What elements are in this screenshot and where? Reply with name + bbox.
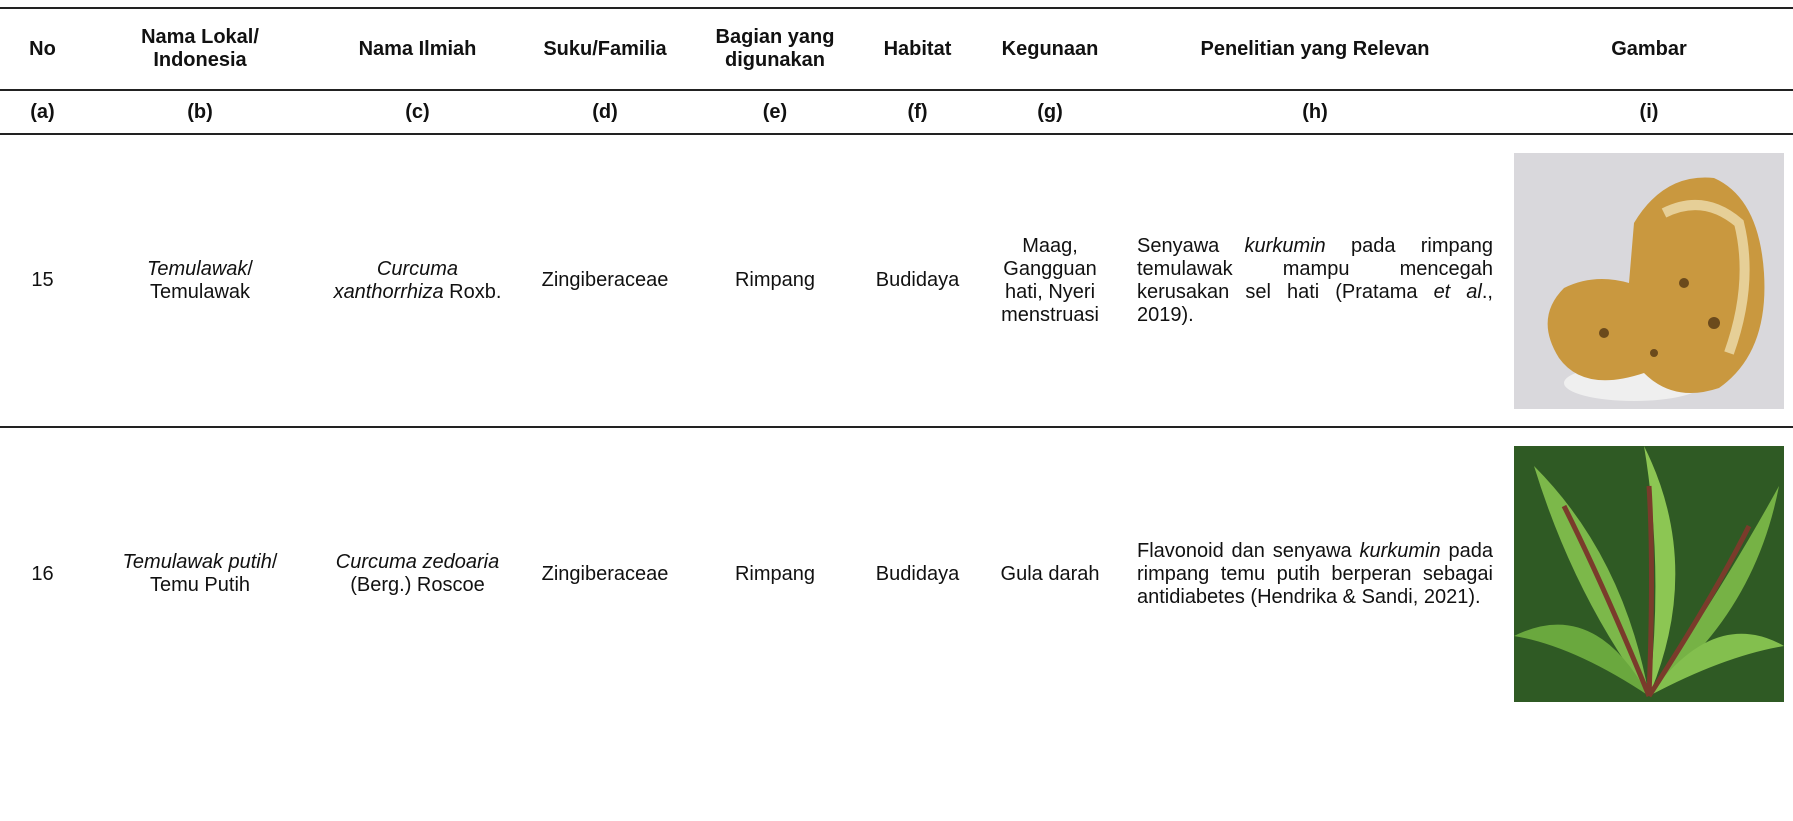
leaf (1534, 466, 1649, 696)
table-cell: Rimpang (690, 134, 860, 427)
cell-text: pada rimpang temulawak mampu mencegah ke… (1137, 234, 1493, 303)
table-cell: Budidaya (860, 134, 975, 427)
label-row: (a) (b) (c) (d) (e) (f) (g) (h) (i) (0, 90, 1793, 135)
cell-text: / Temu Putih (149, 551, 278, 596)
column-label: (a) (0, 90, 85, 135)
cell-text: pada rimpang temu putih berperan sebagai… (1137, 539, 1493, 608)
table-cell: 15 (0, 134, 85, 427)
cell-text: Rimpang (734, 269, 816, 291)
column-header: Nama Lokal/ Indonesia (85, 7, 315, 91)
cell-text-italic: Temulawak putih (122, 551, 272, 573)
spot (1650, 348, 1658, 357)
table-cell: Temulawak putih/ Temu Putih (85, 427, 315, 720)
table-cell: 16 (0, 427, 85, 720)
image-cell (1505, 427, 1793, 720)
table-row: 16 Temulawak putih/ Temu Putih Curcuma zed… (0, 427, 1793, 720)
temu-putih-photo (1514, 446, 1784, 702)
cell-text: / Temulawak (149, 257, 253, 303)
cell-text: 16 (31, 562, 54, 585)
rhizome-highlight (1661, 199, 1750, 355)
column-label: (f) (860, 90, 975, 135)
column-label: (d) (520, 90, 690, 135)
cell-text: Zingiberaceae (541, 562, 669, 585)
spot (1679, 277, 1689, 288)
table-cell: Zingiberaceae (520, 427, 690, 720)
image-cell (1505, 134, 1793, 427)
table-cell: Gula darah (975, 427, 1125, 720)
cell-text: (Berg.) Roscoe (350, 574, 485, 596)
header-row: No Nama Lokal/ Indonesia Nama Ilmiah Suku/F… (0, 7, 1793, 91)
column-label: (g) (975, 90, 1125, 135)
column-header: Bagian yang digunakan (690, 7, 860, 91)
column-header: Penelitian yang Relevan (1125, 7, 1505, 91)
cell-text: Flavonoid dan senyawa (1137, 539, 1360, 562)
leaf (1644, 446, 1676, 696)
cell-text-italic: Curcuma zedoaria (335, 551, 500, 573)
temulawak-photo (1514, 152, 1784, 409)
table-cell: Flavonoid dan senyawa kurkumin pada rimp… (1125, 427, 1505, 720)
cell-text: 15 (31, 269, 54, 291)
spot (1708, 316, 1720, 329)
plant-table: No Nama Lokal/ Indonesia Nama Ilmiah Suku/F… (0, 7, 1793, 720)
column-header: No (0, 7, 85, 91)
cell-text: Zingiberaceae (541, 269, 669, 291)
cell-text: Roxb. (443, 280, 502, 303)
table-cell: Curcuma xanthorrhiza Roxb. (315, 134, 520, 427)
cell-text: Budidaya (875, 269, 960, 291)
cell-text: Budidaya (875, 562, 960, 585)
table-cell: Rimpang (690, 427, 860, 720)
column-label: (c) (315, 90, 520, 135)
column-header: Habitat (860, 7, 975, 91)
column-label: (h) (1125, 90, 1505, 135)
body: No Nama Lokal/ Indonesia Nama Ilmiah Suku/F… (0, 7, 1793, 821)
column-header: Nama Ilmiah (315, 7, 520, 91)
table-body: 15 Temulawak/ Temulawak Curcuma xanthorrhi… (0, 134, 1793, 720)
table-head: No Nama Lokal/ Indonesia Nama Ilmiah Suku/F… (0, 7, 1793, 135)
leaf-vein (1561, 485, 1752, 698)
column-label: (i) (1505, 90, 1793, 135)
leaf (1514, 624, 1649, 696)
cell-text-italic: Curcuma xanthorrhiza (333, 257, 459, 303)
table-row: 15 Temulawak/ Temulawak Curcuma xanthorrhi… (0, 134, 1793, 427)
cell-text: Rimpang (734, 562, 816, 585)
cell-text-italic: kurkumin (1359, 539, 1441, 562)
spot (1599, 327, 1609, 338)
cell-text: Gula darah (1000, 562, 1100, 585)
cell-text-italic: et al (1433, 280, 1482, 303)
cell-text: Senyawa (1137, 234, 1245, 257)
table-cell: Budidaya (860, 427, 975, 720)
cell-text: ., 2019). (1137, 280, 1493, 326)
rhizome (1547, 177, 1765, 393)
table-cell: Zingiberaceae (520, 134, 690, 427)
cell-text-italic: Temulawak (147, 257, 248, 280)
column-header: Gambar (1505, 7, 1793, 91)
cell-text: Maag, Gangguan hati, Nyeri menstruasi (1001, 234, 1099, 326)
table-cell: Senyawa kurkumin pada rimpang temulawak … (1125, 134, 1505, 427)
table-cell: Curcuma zedoaria (Berg.) Roscoe (315, 427, 520, 720)
cell-text-italic: kurkumin (1244, 234, 1326, 257)
column-header: Kegunaan (975, 7, 1125, 91)
table-cell: Maag, Gangguan hati, Nyeri menstruasi (975, 134, 1125, 427)
table-cell: Temulawak/ Temulawak (85, 134, 315, 427)
column-label: (b) (85, 90, 315, 135)
leaf (1649, 633, 1784, 696)
column-label: (e) (690, 90, 860, 135)
column-header: Suku/Familia (520, 7, 690, 91)
